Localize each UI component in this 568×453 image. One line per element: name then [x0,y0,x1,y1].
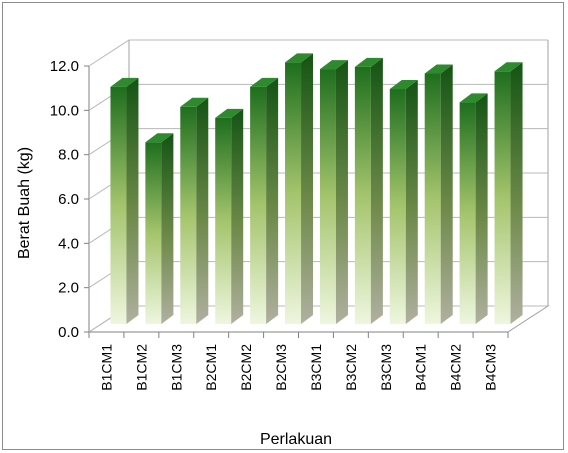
bar-front [424,73,441,325]
x-tick-label: B2CM2 [238,344,254,391]
bar [110,77,139,324]
x-tick-label: B3CM3 [378,344,394,391]
bar-side [370,57,383,324]
x-tick-label: B3CM2 [343,344,359,391]
bar-front [319,69,336,324]
bar-front [145,142,162,324]
y-tick-label: 6.0 [58,191,79,208]
bar-front [494,71,511,324]
bars [110,53,523,325]
y-tick-labels: 0.0 2.0 4.0 6.0 8.0 10.0 12.0 [50,58,79,341]
bar [424,64,453,325]
x-tick-labels: B1CM1 B1CM2 B1CM3 B2CM1 B2CM2 B2CM3 B3CM1 B3CM2… [88,332,509,391]
bar-front [215,117,232,324]
bar-front [389,89,406,325]
bar-top [110,77,139,87]
bar-side [266,77,279,324]
y-tick-label: 10.0 [50,102,79,119]
y-tick-label: 12.0 [50,58,79,75]
bar [494,62,523,325]
x-tick-label: B2CM3 [273,344,289,391]
bar-top [215,108,244,118]
bar-top [494,62,523,72]
bar-chart: 0.02.04.06.08.010.012.0 B1CM1 B1CM2 B1CM3 B… [16,39,550,448]
bar [180,97,209,325]
bar [389,80,418,325]
bar [459,93,488,324]
bar-top [354,57,383,67]
bar [285,53,314,324]
bar-top [285,53,314,63]
bar-top [250,77,279,87]
bar-front [250,86,267,324]
bar-top [389,80,418,90]
bar-side [405,80,418,325]
bar-side [301,53,314,324]
gridline [88,39,548,67]
y-axis-title: Berat Buah (kg) [16,147,33,259]
bar-side [475,93,488,324]
y-tick-label: 2.0 [58,280,79,297]
x-tick-label: B1CM2 [133,344,149,391]
bar-top [424,64,453,74]
x-tick-label: B4CM2 [448,344,464,391]
y-tick-label: 4.0 [58,235,79,252]
bar-front [110,86,127,324]
bar-side [196,97,209,325]
x-tick-label: B1CM1 [98,344,114,391]
bar-top [459,93,488,103]
x-axis-title: Perlakuan [260,431,332,448]
x-tick-label: B4CM3 [483,344,499,391]
bar-front [459,102,476,324]
x-tick-label: B4CM1 [413,344,429,391]
y-tick-label: 8.0 [58,147,79,164]
y-tick-label: 0.0 [58,324,79,341]
bar-side [335,60,348,324]
bar-side [231,108,244,324]
bar [215,108,244,324]
bar [250,77,279,324]
bar [354,57,383,324]
bar [319,60,348,324]
bar-front [354,66,371,324]
x-tick-label: B2CM1 [203,344,219,391]
x-tick-label: B3CM1 [308,344,324,391]
x-tick-label: B1CM3 [168,344,184,391]
bar-front [285,62,302,324]
bar [145,133,174,324]
bar-top [145,133,174,143]
bar-side [126,77,139,324]
bar-top [180,97,209,107]
bar-front [180,106,197,325]
bar-side [440,64,453,324]
bar-top [319,60,348,70]
chart-frame: 0.0 2.0 4.0 6.0 8.0 10.0 12.0 B1CM1 B1CM2 B1CM3 B… [2,2,564,450]
bar-side [510,62,523,325]
bar-side [161,133,174,324]
